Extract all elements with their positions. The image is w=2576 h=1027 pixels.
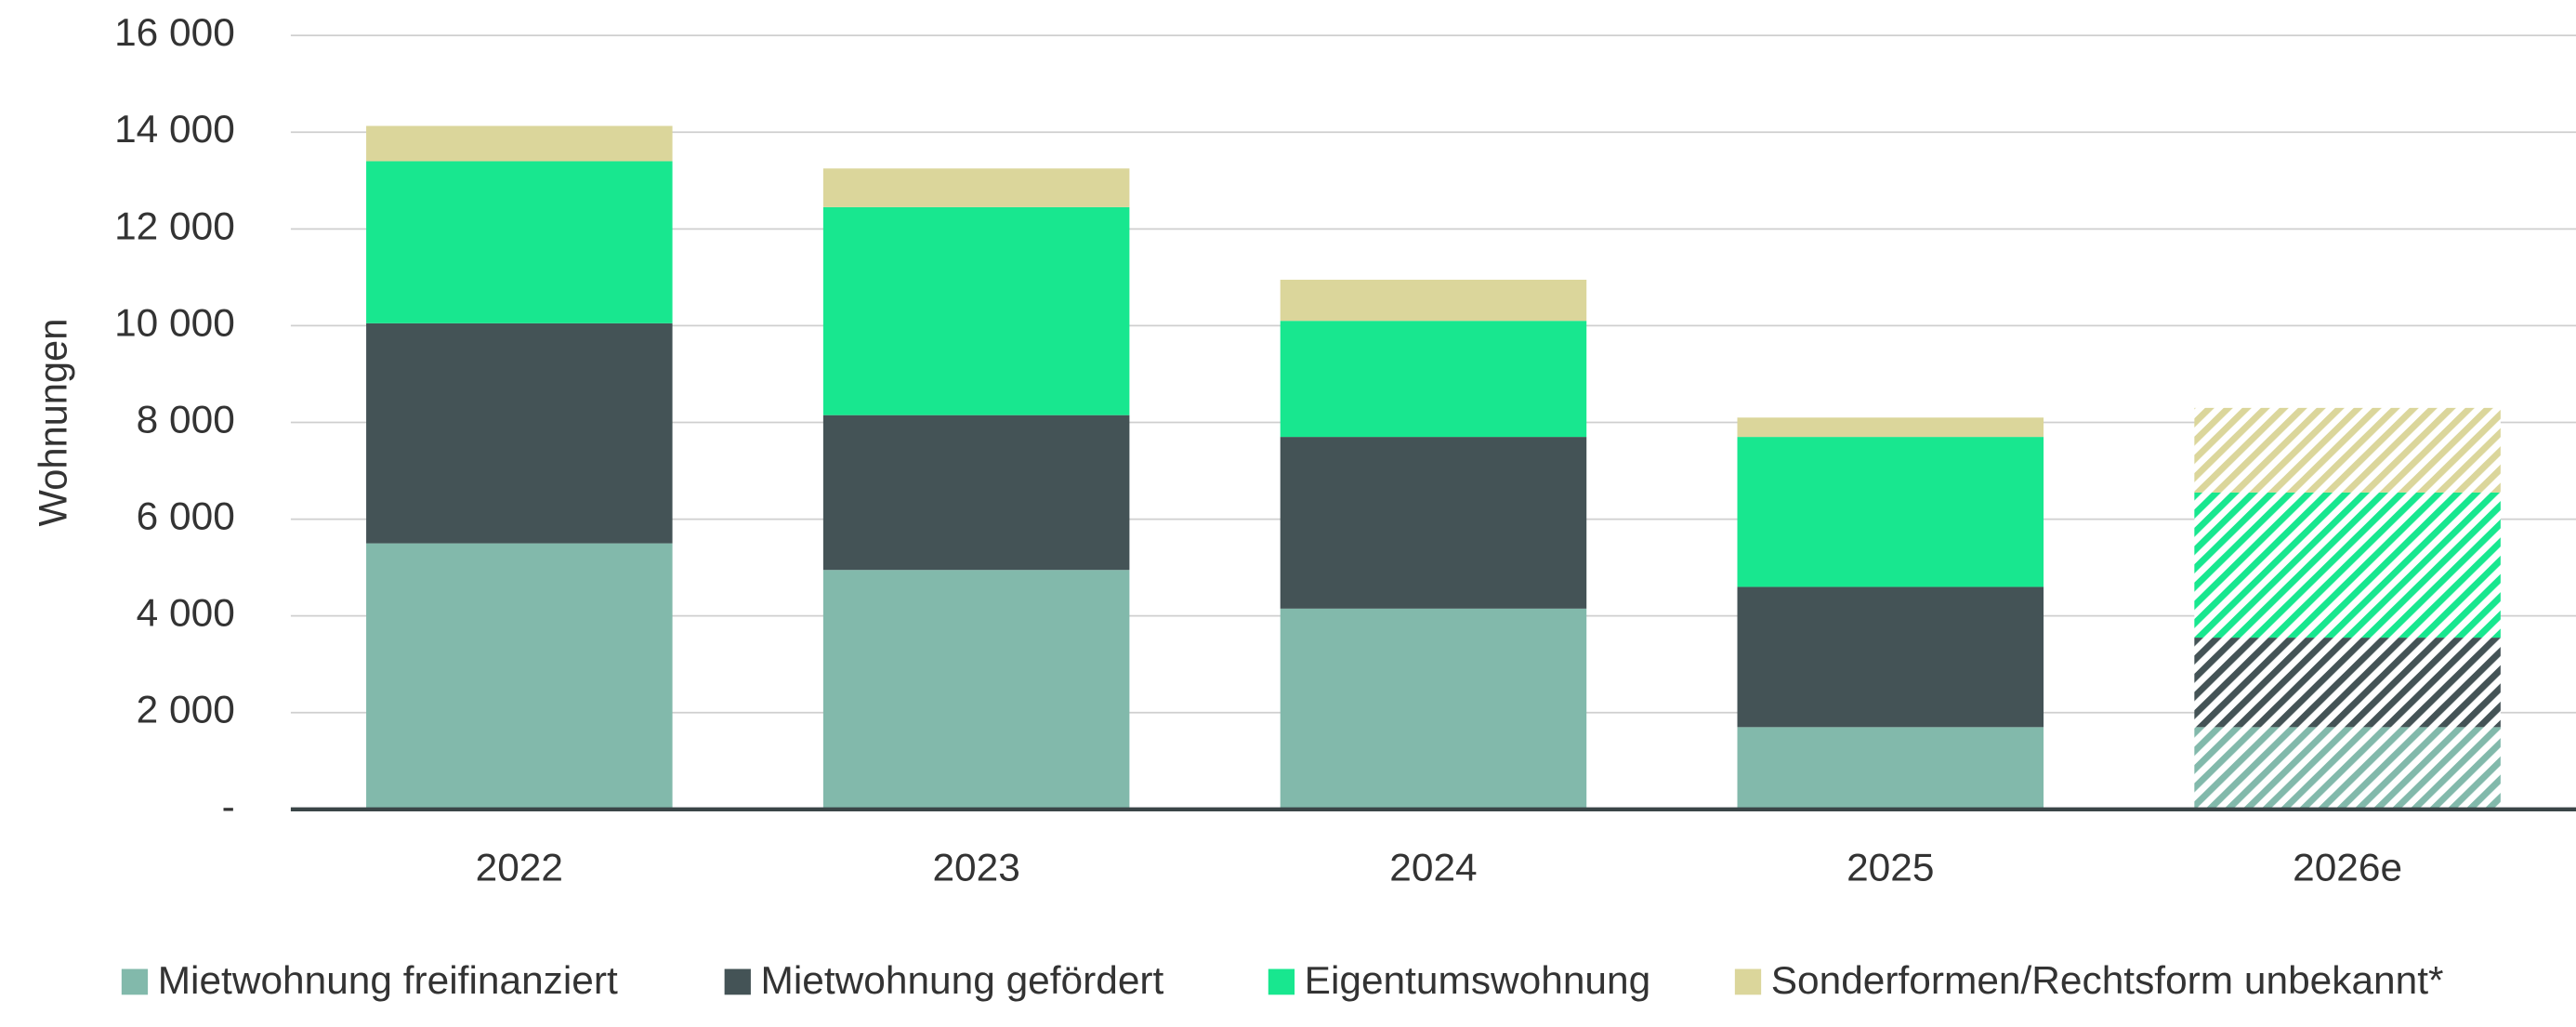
bar-segment: [2194, 727, 2501, 810]
bar-segment: [1280, 608, 1587, 810]
bar-segment: [822, 570, 1130, 810]
bar-segment: [822, 168, 1130, 207]
y-tick-label: 10 000: [114, 301, 235, 345]
bar-segment: [1737, 417, 2044, 438]
bar-segment: [822, 206, 1130, 415]
bar-segment: [1737, 586, 2044, 728]
y-tick-label: 6 000: [137, 494, 235, 538]
bar-segment: [1280, 279, 1587, 322]
bar-segment: [366, 543, 673, 810]
bar-segment: [1280, 321, 1587, 438]
y-tick-label: 16 000: [114, 11, 235, 55]
bar-segment: [366, 161, 673, 323]
y-tick-label: 8 000: [137, 398, 235, 441]
bar-segment: [1280, 437, 1587, 609]
x-tick-label: 2023: [932, 846, 1019, 889]
x-tick-label: 2025: [1847, 846, 1934, 889]
bar-segment: [366, 125, 673, 162]
y-tick-label: 2 000: [137, 688, 235, 731]
y-tick-label: -: [222, 784, 235, 828]
bar-segment: [2194, 492, 2501, 639]
legend-label: Sonderformen/Rechtsform unbekannt*: [1771, 959, 2444, 1003]
legend-label: Eigentumswohnung: [1305, 959, 1651, 1003]
legend-swatch: [1268, 968, 1295, 995]
legend-label: Mietwohnung freifinanziert: [158, 959, 618, 1003]
bar-segment: [822, 415, 1130, 571]
bar-segment: [1737, 437, 2044, 587]
legend-swatch: [724, 968, 751, 995]
bar-segment: [2194, 638, 2501, 728]
legend-label: Mietwohnung gefördert: [761, 959, 1164, 1003]
x-tick-label: 2024: [1389, 846, 1477, 889]
y-tick-label: 14 000: [114, 108, 235, 151]
bar-segment: [1737, 727, 2044, 810]
bar-segment: [366, 323, 673, 544]
y-axis-label: Wohnungen: [31, 319, 74, 527]
x-tick-label: 2026e: [2293, 846, 2402, 889]
bar-segment: [2194, 407, 2501, 493]
x-tick-label: 2022: [476, 846, 563, 889]
y-tick-label: 12 000: [114, 204, 235, 248]
legend-swatch: [1734, 968, 1762, 995]
legend-swatch: [121, 968, 149, 995]
y-tick-label: 4 000: [137, 591, 235, 635]
